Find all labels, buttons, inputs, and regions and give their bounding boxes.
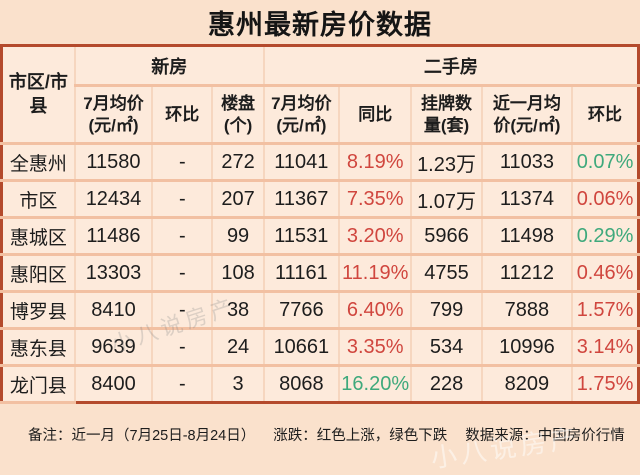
table-cell: 11580 xyxy=(74,143,154,182)
column-header-used-listings-count: 挂牌数 量(套) xyxy=(411,85,483,145)
table-cell: 8400 xyxy=(74,365,154,403)
table-cell: 1.57% xyxy=(572,291,639,330)
footer-source: 数据来源：中国房价行情 xyxy=(465,428,625,444)
region-name: 博罗县 xyxy=(1,291,76,330)
table-cell: 38 xyxy=(212,291,265,330)
table-cell: 1.23万 xyxy=(411,143,483,182)
table-cell: 11212 xyxy=(481,254,574,293)
table-cell: 3.35% xyxy=(339,328,413,367)
table-cell: 108 xyxy=(212,254,265,293)
table-row: 龙门县 8400-3 8068 16.20% 228 8209 1.75% xyxy=(1,365,639,404)
table-cell: - xyxy=(152,254,214,293)
table-cell: 12434 xyxy=(74,180,154,219)
table-cell: 1.75% xyxy=(572,365,639,403)
region-name: 惠阳区 xyxy=(1,254,76,293)
table-cell: 11531 xyxy=(263,217,341,256)
table-cell: 99 xyxy=(212,217,265,256)
table-row: 惠城区 11486-99 11531 3.20% 5966 11498 0.29% xyxy=(1,217,639,256)
table-cell: 11161 xyxy=(263,254,341,293)
table-cell: - xyxy=(152,328,214,367)
header-group-row: 市区/市 县 新房 二手房 xyxy=(1,45,639,145)
column-header-used-july-avg-price: 7月均价 (元/㎡) xyxy=(263,85,341,145)
table-cell: - xyxy=(152,291,214,330)
table-cell: 11.19% xyxy=(339,254,413,293)
table-row: 惠阳区 13303-108 11161 11.19% 4755 11212 0.46% xyxy=(1,254,639,293)
table-cell: 0.29% xyxy=(572,217,639,256)
footer-note-bar: 备注：近一月（7月25日-8月24日） 涨跌：红色上涨，绿色下跌 数据来源：中国… xyxy=(0,404,640,465)
table-row: 市区 12434-207 11367 7.35% 1.07万 11374 0.06% xyxy=(1,180,639,219)
column-header-new-projects-count: 楼盘 (个) xyxy=(212,85,265,145)
table-cell: 7766 xyxy=(263,291,341,330)
column-header-new-mom-change: 环比 xyxy=(152,85,214,145)
table-cell: 6.40% xyxy=(339,291,413,330)
table-cell: 11041 xyxy=(263,143,341,182)
table-cell: 0.06% xyxy=(572,180,639,219)
table-cell: 10661 xyxy=(263,328,341,367)
table-row: 全惠州 11580-272 11041 8.19% 1.23万 11033 0.07% xyxy=(1,143,639,182)
table-cell: 207 xyxy=(212,180,265,219)
page-title: 惠州最新房价数据 xyxy=(208,9,432,40)
column-group-secondhand-homes: 二手房 xyxy=(263,45,639,87)
footer-note: 备注：近一月（7月25日-8月24日） xyxy=(28,428,256,444)
table-cell: 534 xyxy=(411,328,483,367)
table-cell: 3 xyxy=(212,365,265,403)
region-name: 全惠州 xyxy=(1,143,76,182)
table-cell: 16.20% xyxy=(339,365,413,403)
table-cell: 8410 xyxy=(74,291,154,330)
column-header-used-yoy-change: 同比 xyxy=(339,85,413,145)
table-cell: 7.35% xyxy=(339,180,413,219)
header-sub-row: 7月均价 (元/㎡) 环比 楼盘 (个) 7月均价 (元/㎡) 同比 挂牌数 量… xyxy=(2,85,639,145)
column-header-region: 市区/市 县 xyxy=(1,45,76,145)
column-header-used-recent-month-avg-price: 近一月均 价(元/㎡) xyxy=(481,85,574,145)
price-table: 市区/市 县 新房 二手房 7月均价 (元/㎡) 环比 楼盘 (个) 7月均价 … xyxy=(0,44,640,404)
table-cell: 11033 xyxy=(481,143,574,182)
table-cell: 1.07万 xyxy=(411,180,483,219)
column-header-new-july-avg-price: 7月均价 (元/㎡) xyxy=(74,85,154,145)
table-cell: 8068 xyxy=(263,365,341,403)
table-cell: 11486 xyxy=(74,217,154,256)
table-cell: 228 xyxy=(411,365,483,403)
table-cell: 13303 xyxy=(74,254,154,293)
table-cell: 9639 xyxy=(74,328,154,367)
table-cell: 272 xyxy=(212,143,265,182)
column-header-used-mom-change: 环比 xyxy=(572,85,639,145)
table-cell: 4755 xyxy=(411,254,483,293)
table-body: 全惠州 11580-272 11041 8.19% 1.23万 11033 0.07% 市区 1… xyxy=(1,143,639,404)
table-cell: 8209 xyxy=(481,365,574,403)
region-name: 惠城区 xyxy=(1,217,76,256)
table-cell: 11498 xyxy=(481,217,574,256)
table-cell: 0.07% xyxy=(572,143,639,182)
table-cell: 3.14% xyxy=(572,328,639,367)
region-name: 龙门县 xyxy=(1,365,76,404)
footer-legend: 涨跌：红色上涨，绿色下跌 xyxy=(273,428,448,444)
table-cell: - xyxy=(152,217,214,256)
region-name: 市区 xyxy=(1,180,76,219)
table-cell: - xyxy=(152,180,214,219)
table-cell: 11374 xyxy=(481,180,574,219)
table-cell: 7888 xyxy=(481,291,574,330)
table-cell: 24 xyxy=(212,328,265,367)
table-cell: - xyxy=(152,143,214,182)
table-cell: 8.19% xyxy=(339,143,413,182)
table-cell: 0.46% xyxy=(572,254,639,293)
table-row: 博罗县 8410-38 7766 6.40% 799 7888 1.57% xyxy=(1,291,639,330)
table-row: 惠东县 9639-24 10661 3.35% 534 10996 3.14% xyxy=(1,328,639,367)
table-cell: 5966 xyxy=(411,217,483,256)
table-cell: 10996 xyxy=(481,328,574,367)
column-group-new-homes: 新房 xyxy=(74,45,265,87)
table-cell: - xyxy=(152,365,214,403)
table-cell: 11367 xyxy=(263,180,341,219)
table-cell: 799 xyxy=(411,291,483,330)
region-name: 惠东县 xyxy=(1,328,76,367)
page: 惠州最新房价数据 市区/市 县 新房 二手房 7月均价 (元/㎡) 环比 楼盘 … xyxy=(0,9,640,465)
table-cell: 3.20% xyxy=(339,217,413,256)
